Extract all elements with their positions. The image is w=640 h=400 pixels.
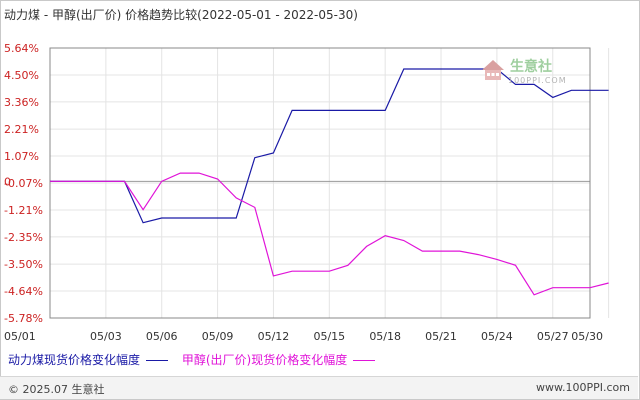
y-tick-label: 1.07% [4,150,39,163]
y-zero-label: 0 [4,175,11,188]
x-tick-label: 05/24 [481,330,513,343]
x-tick-label: 05/03 [90,330,122,343]
y-tick-label: 4.50% [4,69,39,82]
series-line-coal [50,68,609,224]
x-tick-label: 05/15 [313,330,345,343]
y-tick-label: 5.64% [4,42,39,55]
copyright-text: © 2025.07 生意社 [8,383,105,396]
axes [49,47,591,319]
watermark-logo: 生意社 100PPI.COM [480,56,580,90]
watermark-brand: 生意社 [510,59,552,75]
x-tick-label: 05/01 [4,330,36,343]
x-tick-label: 05/21 [425,330,457,343]
x-tick-label: 05/27 [537,330,569,343]
y-tick-label: -0.07% [4,177,43,190]
legend-label-coal: 动力煤现货价格变化幅度 [8,353,141,367]
y-tick-label: -3.50% [4,258,43,271]
legend-item-coal: 动力煤现货价格变化幅度 [8,351,169,368]
x-tick-label: 05/06 [146,330,178,343]
x-tick-label: 05/09 [202,330,234,343]
site-url-link[interactable]: www.100PPI.com [536,381,630,394]
series-lines [50,68,609,296]
y-tick-label: -4.64% [4,285,43,298]
legend-swatch-methanol [353,360,376,361]
legend-swatch-coal [146,360,169,361]
legend-item-methanol: 甲醇(出厂价)现货价格变化幅度 [181,351,376,368]
y-tick-label: 3.36% [4,96,39,109]
footer-bar: © 2025.07 生意社 www.100PPI.com [0,376,638,399]
y-tick-label: -1.21% [4,204,43,217]
y-tick-label: -2.35% [4,231,43,244]
tick-labels: 5.64% 4.50% 3.36% 2.21% 1.07% -0.07% -1.21% -2.… [4,42,603,343]
y-tick-label: 2.21% [4,123,39,136]
x-tick-label: 05/18 [369,330,401,343]
series-line-methanol [50,172,609,296]
chart-title: 动力煤 - 甲醇(出厂价) 价格趋势比较(2022-05-01 - 2022-0… [4,8,358,22]
x-tick-label: 05/12 [258,330,290,343]
house-logo-icon [482,60,504,80]
line-chart: 5.64% 4.50% 3.36% 2.21% 1.07% -0.07% -1.21% -2.… [4,42,610,343]
x-tick-label: 05/30 [571,330,603,343]
legend-label-methanol: 甲醇(出厂价)现货价格变化幅度 [181,353,348,367]
watermark-url: 100PPI.COM [508,76,567,85]
plot-border [49,47,591,319]
y-tick-label: -5.78% [4,312,43,325]
chart-legend: 动力煤现货价格变化幅度 甲醇(出厂价)现货价格变化幅度 [8,351,385,368]
